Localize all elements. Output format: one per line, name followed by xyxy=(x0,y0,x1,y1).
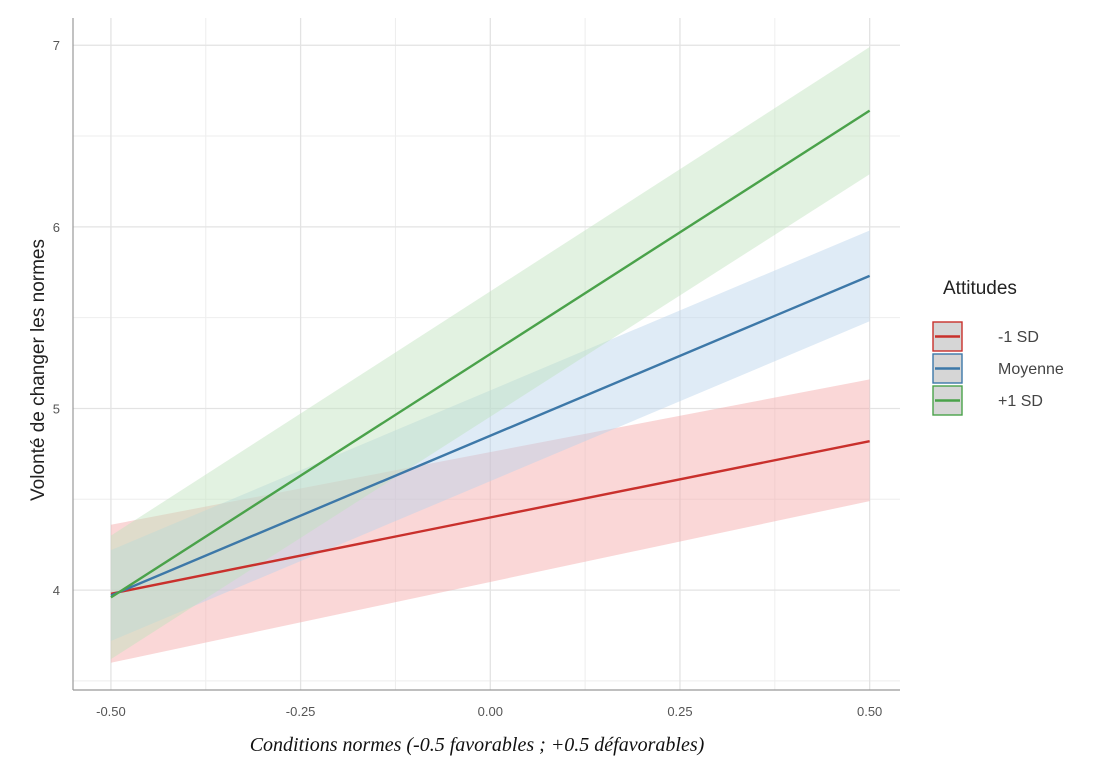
confidence-band xyxy=(110,379,870,663)
y-axis-ticks: 4 5 6 7 xyxy=(53,38,60,598)
axes xyxy=(72,18,900,691)
series-line xyxy=(110,440,870,595)
x-axis-ticks: -0.50 -0.25 0.00 0.25 0.50 xyxy=(96,704,882,719)
y-tick-label: 4 xyxy=(53,583,60,598)
y-tick-label: 7 xyxy=(53,38,60,53)
legend-title: Attitudes xyxy=(943,278,1017,299)
x-tick-label: 0.50 xyxy=(857,704,882,719)
legend: Attitudes -1 SD Moyenne +1 SD xyxy=(932,278,1064,416)
series-line xyxy=(110,109,871,599)
major-gridlines xyxy=(73,18,900,690)
legend-label: Moyenne xyxy=(998,361,1064,378)
x-axis-label: Conditions normes (-0.5 favorables ; +0.… xyxy=(250,734,705,756)
x-tick-label: 0.25 xyxy=(667,704,692,719)
series-lines xyxy=(110,109,871,599)
x-tick-label: 0.00 xyxy=(478,704,503,719)
y-tick-label: 5 xyxy=(53,401,60,416)
x-tick-label: -0.25 xyxy=(286,704,316,719)
y-tick-label: 6 xyxy=(53,220,60,235)
legend-label: +1 SD xyxy=(998,393,1043,410)
legend-label: -1 SD xyxy=(998,329,1039,346)
minor-gridlines xyxy=(73,18,900,690)
y-axis-label: Volonté de changer les normes xyxy=(28,239,49,501)
x-tick-label: -0.50 xyxy=(96,704,126,719)
series-line xyxy=(110,274,871,597)
